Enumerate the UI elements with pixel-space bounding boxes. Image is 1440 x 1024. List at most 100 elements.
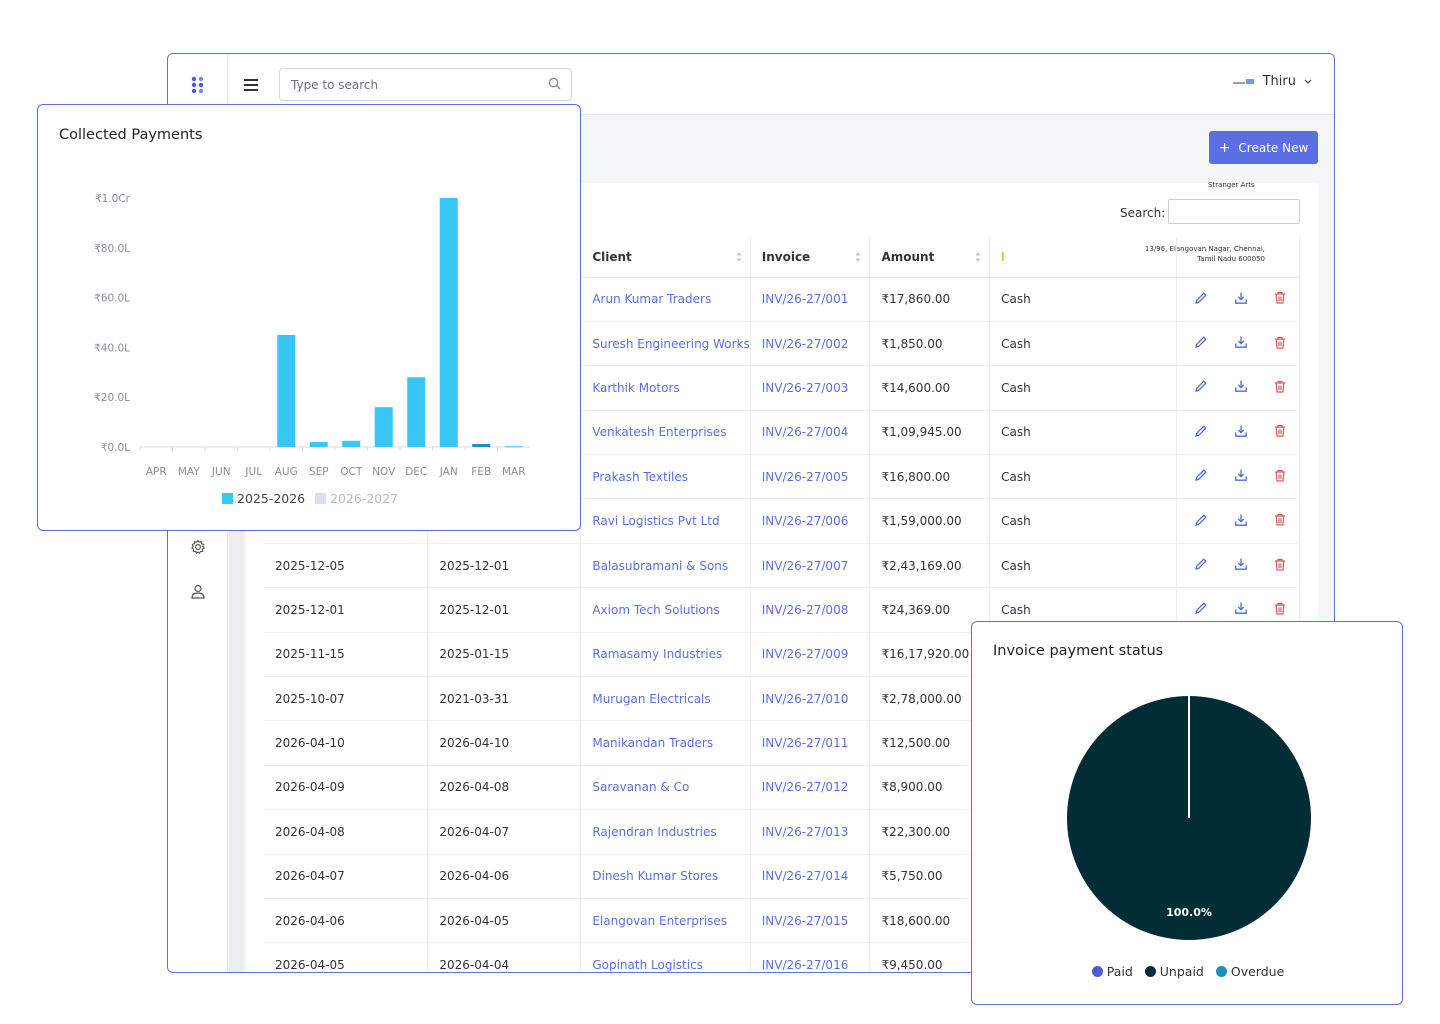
amount-cell: ₹1,09,945.00 — [869, 410, 991, 456]
col-amount[interactable]: Amount — [869, 237, 991, 278]
user-icon — [191, 584, 205, 599]
invoice-link[interactable]: INV/26-27/008 — [750, 587, 871, 633]
client-link[interactable]: Arun Kumar Traders — [580, 277, 751, 322]
client-link[interactable]: Elangovan Enterprises — [580, 898, 751, 944]
table-row[interactable]: 2025-12-05 2025-12-01 Balasubramani & Sons… — [264, 543, 1300, 589]
sidebar-item-profile[interactable] — [188, 581, 208, 601]
amount-cell: ₹22,300.00 — [869, 809, 991, 855]
amount-cell: ₹17,860.00 — [869, 277, 991, 322]
delete-icon[interactable] — [1274, 513, 1286, 529]
col-invoice[interactable]: Invoice — [750, 237, 871, 278]
x-tick-label: JAN — [439, 466, 458, 478]
legend-label[interactable]: 2026-2027 — [330, 491, 398, 506]
hamburger-menu-button[interactable] — [240, 74, 262, 96]
delete-icon[interactable] — [1274, 424, 1286, 440]
client-link[interactable]: Venkatesh Enterprises — [580, 410, 751, 456]
company-logo-icon — [1232, 77, 1255, 87]
table-search-input[interactable] — [1168, 199, 1300, 224]
invoice-link[interactable]: INV/26-27/013 — [750, 809, 871, 855]
client-link[interactable]: Murugan Electricals — [580, 676, 751, 722]
search-icon[interactable] — [548, 77, 561, 90]
global-search-input[interactable] — [280, 69, 530, 100]
bar-dec[interactable] — [407, 377, 426, 447]
bar-nov[interactable] — [374, 407, 393, 447]
download-icon[interactable] — [1234, 601, 1248, 618]
invoice-link[interactable]: INV/26-27/012 — [750, 765, 871, 811]
download-icon[interactable] — [1234, 557, 1248, 574]
delete-icon[interactable] — [1274, 291, 1286, 307]
bar-aug[interactable] — [277, 334, 296, 447]
edit-icon[interactable] — [1194, 557, 1208, 574]
invoice-link[interactable]: INV/26-27/005 — [750, 454, 871, 500]
download-icon[interactable] — [1234, 291, 1248, 308]
client-link[interactable]: Suresh Engineering Works — [580, 321, 751, 367]
user-name: Thiru — [1262, 74, 1296, 89]
download-icon[interactable] — [1234, 424, 1248, 441]
invoice-date-cell: 2025-12-01 — [427, 587, 582, 633]
invoice-link[interactable]: INV/26-27/016 — [750, 942, 871, 972]
sidebar-item-settings[interactable] — [188, 537, 208, 557]
client-link[interactable]: Balasubramani & Sons — [580, 543, 751, 589]
user-menu[interactable]: Thiru — [1232, 74, 1312, 89]
bar-oct[interactable] — [342, 440, 361, 447]
col-client[interactable]: Client — [580, 237, 751, 278]
amount-cell: ₹14,600.00 — [869, 365, 991, 411]
client-link[interactable]: Manikandan Traders — [580, 720, 751, 766]
download-icon[interactable] — [1234, 468, 1248, 485]
payment-date-cell: 2025-10-07 — [264, 676, 429, 722]
client-link[interactable]: Saravanan & Co — [580, 765, 751, 811]
legend-item-unpaid[interactable]: Unpaid — [1144, 964, 1204, 979]
invoice-link[interactable]: INV/26-27/009 — [750, 632, 871, 678]
invoice-link[interactable]: INV/26-27/015 — [750, 898, 871, 944]
legend-item-overdue[interactable]: Overdue — [1215, 964, 1284, 979]
amount-cell: ₹5,750.00 — [869, 854, 991, 899]
edit-icon[interactable] — [1194, 513, 1208, 530]
edit-icon[interactable] — [1194, 379, 1208, 396]
pie-percent-label: 100.0% — [1166, 906, 1212, 919]
client-link[interactable]: Dinesh Kumar Stores — [580, 854, 751, 899]
client-link[interactable]: Axiom Tech Solutions — [580, 587, 751, 633]
amount-cell: ₹16,17,920.00 — [869, 632, 991, 678]
download-icon[interactable] — [1234, 513, 1248, 530]
delete-icon[interactable] — [1274, 380, 1286, 396]
download-icon[interactable] — [1234, 379, 1248, 396]
invoice-link[interactable]: INV/26-27/003 — [750, 365, 871, 411]
client-link[interactable]: Ramasamy Industries — [580, 632, 751, 678]
invoice-link[interactable]: INV/26-27/006 — [750, 498, 871, 544]
legend-label[interactable]: 2025-2026 — [237, 491, 305, 506]
edit-icon[interactable] — [1194, 424, 1208, 441]
delete-icon[interactable] — [1274, 602, 1286, 618]
invoice-link[interactable]: INV/26-27/001 — [750, 277, 871, 322]
invoice-link[interactable]: INV/26-27/007 — [750, 543, 871, 589]
client-link[interactable]: Prakash Textiles — [580, 454, 751, 500]
bar-mar[interactable] — [504, 446, 523, 448]
edit-icon[interactable] — [1194, 468, 1208, 485]
client-link[interactable]: Gopinath Logistics — [580, 942, 751, 972]
collected-payments-card: Collected Payments ₹0.0L ₹20.0L ₹40.0L ₹60.… — [37, 104, 581, 531]
bar-sep[interactable] — [309, 442, 328, 447]
method-cell: Cash — [989, 365, 1178, 411]
app-logo[interactable] — [168, 54, 228, 115]
delete-icon[interactable] — [1274, 558, 1286, 574]
client-link[interactable]: Rajendran Industries — [580, 809, 751, 855]
x-tick-label: NOV — [372, 466, 396, 478]
invoice-status-card: Invoice payment status 100.0% Paid Unpaid… — [971, 621, 1403, 1005]
client-link[interactable]: Ravi Logistics Pvt Ltd — [580, 498, 751, 544]
edit-icon[interactable] — [1194, 601, 1208, 618]
bar-feb[interactable] — [472, 444, 491, 447]
delete-icon[interactable] — [1274, 336, 1286, 352]
invoice-link[interactable]: INV/26-27/014 — [750, 854, 871, 899]
legend-item-paid[interactable]: Paid — [1091, 964, 1133, 979]
download-icon[interactable] — [1234, 335, 1248, 352]
invoice-link[interactable]: INV/26-27/011 — [750, 720, 871, 766]
edit-icon[interactable] — [1194, 291, 1208, 308]
client-link[interactable]: Karthik Motors — [580, 365, 751, 411]
invoice-link[interactable]: INV/26-27/004 — [750, 410, 871, 456]
bar-jan[interactable] — [439, 198, 458, 447]
create-new-button[interactable]: + Create New — [1209, 131, 1318, 164]
edit-icon[interactable] — [1194, 335, 1208, 352]
invoice-link[interactable]: INV/26-27/002 — [750, 321, 871, 367]
col-method[interactable]: I — [989, 237, 1178, 278]
invoice-link[interactable]: INV/26-27/010 — [750, 676, 871, 722]
delete-icon[interactable] — [1274, 469, 1286, 485]
